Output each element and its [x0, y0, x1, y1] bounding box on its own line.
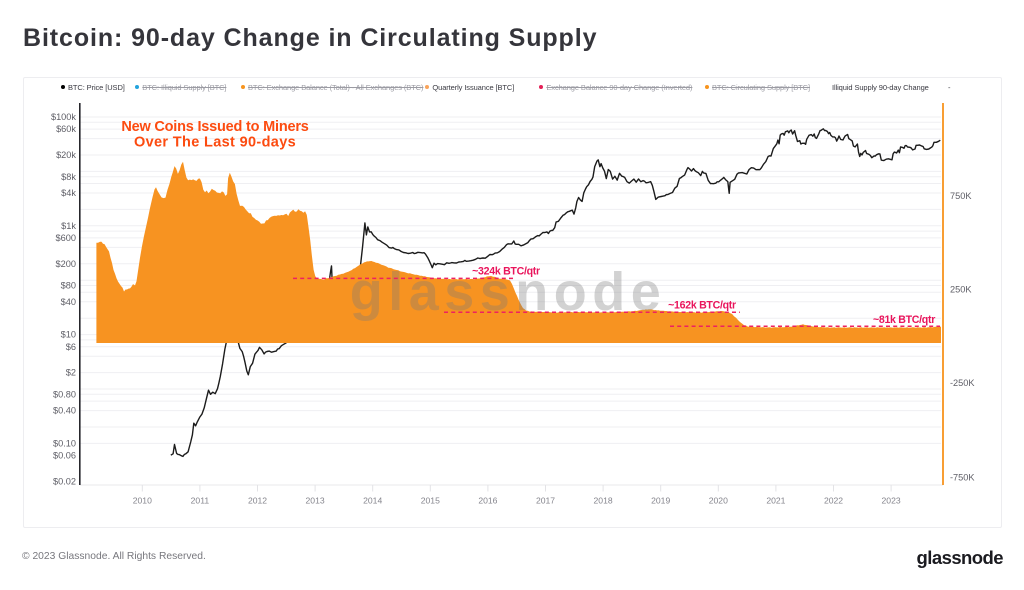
svg-text:2021: 2021: [766, 496, 785, 506]
svg-text:New Coins Issued to Miners: New Coins Issued to Miners: [121, 119, 308, 135]
svg-text:2022: 2022: [824, 496, 843, 506]
svg-text:$10: $10: [61, 330, 76, 340]
svg-text:$0.80: $0.80: [53, 389, 76, 399]
svg-text:2016: 2016: [478, 496, 497, 506]
svg-text:2023: 2023: [882, 496, 901, 506]
svg-text:$100k: $100k: [51, 112, 76, 122]
svg-text:~81k BTC/qtr: ~81k BTC/qtr: [873, 314, 935, 326]
svg-text:-250K: -250K: [950, 378, 975, 388]
svg-text:~324k BTC/qtr: ~324k BTC/qtr: [472, 266, 540, 278]
svg-text:$1k: $1k: [61, 221, 76, 231]
svg-text:-750K: -750K: [950, 473, 975, 483]
svg-text:$20k: $20k: [56, 150, 76, 160]
svg-text:$8k: $8k: [61, 172, 76, 182]
svg-text:2012: 2012: [248, 496, 267, 506]
svg-text:2018: 2018: [594, 496, 613, 506]
svg-text:$200: $200: [56, 259, 76, 269]
svg-text:$0.06: $0.06: [53, 451, 76, 461]
svg-text:$600: $600: [56, 233, 76, 243]
svg-text:$4k: $4k: [61, 188, 76, 198]
svg-text:$0.02: $0.02: [53, 477, 76, 487]
svg-text:$60k: $60k: [56, 124, 76, 134]
svg-text:2015: 2015: [421, 496, 440, 506]
svg-text:$0.10: $0.10: [53, 439, 76, 449]
svg-text:$40: $40: [61, 297, 76, 307]
svg-text:$2: $2: [66, 368, 76, 378]
svg-text:2014: 2014: [363, 496, 382, 506]
svg-text:~162k BTC/qtr: ~162k BTC/qtr: [668, 300, 736, 312]
svg-text:$0.40: $0.40: [53, 406, 76, 416]
svg-text:$80: $80: [61, 281, 76, 291]
svg-text:2010: 2010: [133, 496, 152, 506]
svg-text:2013: 2013: [306, 496, 325, 506]
svg-text:$6: $6: [66, 342, 76, 352]
svg-text:2019: 2019: [651, 496, 670, 506]
svg-text:250K: 250K: [950, 284, 972, 294]
svg-text:750K: 750K: [950, 191, 972, 201]
svg-text:2017: 2017: [536, 496, 555, 506]
svg-text:2011: 2011: [191, 496, 210, 506]
svg-text:2020: 2020: [709, 496, 728, 506]
svg-text:Over The Last 90-days: Over The Last 90-days: [134, 135, 296, 151]
